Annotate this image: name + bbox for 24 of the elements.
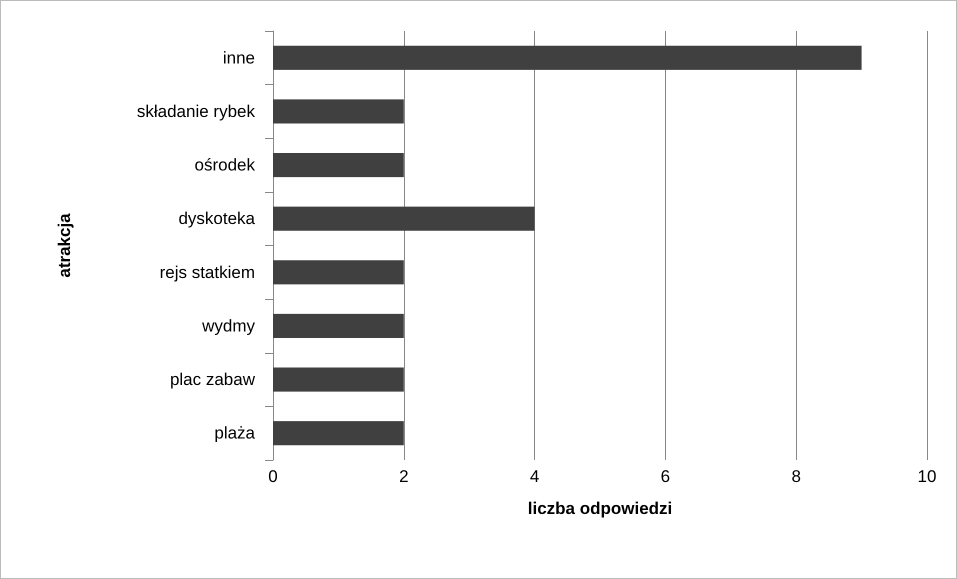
bar	[273, 99, 404, 124]
y-tick-label: dyskoteka	[178, 209, 256, 228]
y-tick-label: składanie rybek	[136, 102, 256, 121]
bar	[273, 260, 404, 284]
bar	[273, 206, 535, 231]
bar	[273, 367, 404, 392]
y-tick-label: wydmy	[201, 316, 256, 336]
x-tick-label: 4	[530, 467, 540, 486]
bar	[273, 314, 404, 338]
x-tick-label: 2	[399, 467, 409, 486]
bar	[273, 421, 404, 446]
bar	[273, 46, 862, 70]
x-axis-title: liczba odpowiedzi	[528, 499, 672, 518]
y-axis-title: atrakcja	[55, 212, 74, 278]
y-tick-label: plac zabaw	[170, 370, 256, 390]
x-tick-label: 6	[660, 467, 670, 486]
x-tick-label: 8	[791, 467, 801, 486]
y-tick-label: ośrodek	[194, 156, 256, 175]
y-tick-label: inne	[222, 48, 255, 68]
x-tick-label: 0	[268, 467, 278, 486]
y-tick-label: plaża	[214, 424, 256, 443]
x-tick-label: 10	[918, 467, 936, 486]
bar	[273, 152, 404, 178]
y-tick-label: rejs statkiem	[160, 262, 255, 282]
